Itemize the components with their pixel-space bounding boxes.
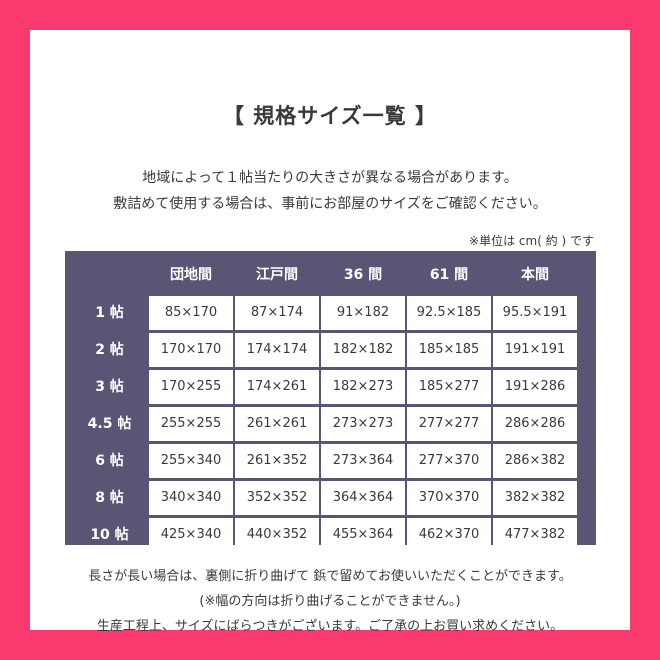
table-cell: 273×364 xyxy=(321,444,405,478)
table-cell: 191×191 xyxy=(493,333,577,367)
table-cell: 185×277 xyxy=(407,370,491,404)
table-cell: 340×340 xyxy=(149,481,233,515)
table-cell: 352×352 xyxy=(235,481,319,515)
table-cell: 91×182 xyxy=(321,296,405,330)
table-cell: 370×370 xyxy=(407,481,491,515)
table-cell: 191×286 xyxy=(493,370,577,404)
column-header: 本間 xyxy=(521,267,549,283)
table-cell: 255×340 xyxy=(149,444,233,478)
table-cell: 364×364 xyxy=(321,481,405,515)
table-cell: 277×277 xyxy=(407,407,491,441)
table-cell: 182×273 xyxy=(321,370,405,404)
spec-card: 【 規格サイズ一覧 】 地域によって１帖当たりの大きさが異なる場合があります。 … xyxy=(30,30,630,634)
intro-line-1: 地域によって１帖当たりの大きさが異なる場合があります。 xyxy=(142,170,518,186)
table-cell: 286×382 xyxy=(493,444,577,478)
footer-line-2: (※幅の方向は折り曲げることができません。) xyxy=(199,594,461,609)
table-cell: 477×382 xyxy=(493,518,577,552)
table-cell: 170×170 xyxy=(149,333,233,367)
footer-line-3: 生産工程上、サイズにばらつきがございます。ご了承の上お買い求めください。 xyxy=(96,619,564,634)
row-label: 8 帖 xyxy=(95,490,124,506)
footer-line-1: 長さが長い場合は、裏側に折り曲げて 鋲で留めてお使いいただくことができます。 xyxy=(88,569,572,584)
table-cell: 277×370 xyxy=(407,444,491,478)
table-cell: 255×255 xyxy=(149,407,233,441)
table-cell: 87×174 xyxy=(235,296,319,330)
table-cell: 170×255 xyxy=(149,370,233,404)
table-cell: 261×261 xyxy=(235,407,319,441)
table-cell: 182×182 xyxy=(321,333,405,367)
table-cell: 425×340 xyxy=(149,518,233,552)
table-cell: 174×261 xyxy=(235,370,319,404)
row-label: 4.5 帖 xyxy=(87,416,132,432)
column-header: 江戸間 xyxy=(256,267,298,283)
row-label: 2 帖 xyxy=(95,342,124,358)
table-cell: 95.5×191 xyxy=(493,296,577,330)
column-header: 団地間 xyxy=(170,267,212,283)
column-header: 36 間 xyxy=(343,267,383,283)
page-title: 【 規格サイズ一覧 】 xyxy=(223,104,437,128)
column-header: 61 間 xyxy=(429,267,469,283)
table-cell: 440×352 xyxy=(235,518,319,552)
table-cell: 185×185 xyxy=(407,333,491,367)
table-cell: 92.5×185 xyxy=(407,296,491,330)
size-table: 団地間 江戸間 36 間 61 間 本間 1 帖 85×170 87×174 91×182 92.… xyxy=(65,251,596,552)
table-cell: 382×382 xyxy=(493,481,577,515)
table-cell: 462×370 xyxy=(407,518,491,552)
intro-line-2: 敷詰めて使用する場合は、事前にお部屋のサイズをご確認ください。 xyxy=(113,196,547,212)
table-cell: 85×170 xyxy=(149,296,233,330)
row-label: 3 帖 xyxy=(95,379,124,395)
row-label: 6 帖 xyxy=(95,453,124,469)
unit-note: ※単位は cm( 約 ) です xyxy=(469,234,594,248)
table-cell: 174×174 xyxy=(235,333,319,367)
row-label: 1 帖 xyxy=(95,305,124,321)
table-cell: 261×352 xyxy=(235,444,319,478)
table-cell: 273×273 xyxy=(321,407,405,441)
table-cell: 286×286 xyxy=(493,407,577,441)
row-label: 10 帖 xyxy=(90,527,129,543)
table-cell: 455×364 xyxy=(321,518,405,552)
